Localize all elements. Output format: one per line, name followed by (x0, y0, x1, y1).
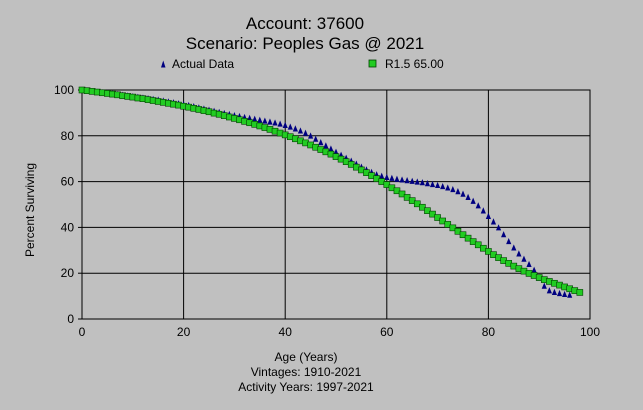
actual-data-point (292, 125, 298, 132)
actual-data-point (511, 244, 517, 251)
x-axis: 0 20 40 60 80 100 (79, 325, 601, 339)
actual-data-point (455, 188, 461, 195)
legend-label-actual-data: Actual Data (172, 57, 234, 71)
chart-subtitle: Scenario: Peoples Gas @ 2021 (186, 34, 424, 53)
r15-curve-point (429, 210, 436, 218)
series-r15-curve (78, 86, 584, 296)
r15-curve-point (474, 241, 482, 249)
y-tick-label: 0 (67, 312, 74, 326)
actual-data-point (389, 174, 395, 181)
r15-curve-point (459, 231, 467, 239)
y-axis: 0 20 40 60 80 100 (54, 83, 82, 326)
actual-data-point (521, 255, 527, 262)
actual-data-point (267, 118, 273, 125)
actual-data-point (551, 288, 558, 295)
actual-data-point (247, 114, 253, 121)
y-tick-label: 60 (61, 175, 75, 189)
actual-data-point (282, 121, 288, 129)
grid-lines (82, 90, 590, 319)
actual-data-point (252, 115, 258, 122)
actual-data-point (562, 290, 568, 298)
actual-data-point (429, 180, 436, 188)
actual-data-point (277, 120, 283, 127)
actual-data-point (516, 250, 522, 257)
actual-data-point (384, 173, 390, 181)
legend-label-r15-curve: R1.5 65.00 (385, 57, 444, 71)
x-tick-label: 80 (482, 325, 496, 339)
actual-data-point (435, 181, 441, 189)
series-actual-data (79, 86, 573, 298)
actual-data-point (531, 266, 537, 273)
x-tick-label: 0 (79, 325, 86, 339)
y-axis-label: Percent Surviving (23, 163, 37, 257)
actual-data-point (262, 117, 268, 124)
actual-data-point (399, 176, 405, 183)
actual-data-point (308, 132, 314, 139)
chart-title: Account: 37600 (246, 14, 364, 33)
actual-data-point (495, 224, 502, 231)
actual-data-point (541, 282, 547, 289)
x-tick-label: 100 (580, 325, 600, 339)
y-tick-label: 20 (61, 266, 75, 280)
note-activity-years: Activity Years: 1997-2021 (238, 380, 374, 394)
x-axis-label: Age (Years) (275, 350, 338, 364)
actual-data-point (287, 123, 293, 130)
actual-data-point (424, 180, 431, 187)
actual-data-point (404, 177, 410, 184)
r15-curve-point (454, 227, 462, 235)
actual-data-point (460, 190, 466, 197)
actual-data-point (526, 260, 532, 268)
actual-data-point (506, 237, 512, 245)
legend-marker-actual-data (161, 60, 166, 68)
r15-curve-point (398, 190, 406, 198)
actual-data-point (490, 218, 497, 225)
actual-data-point (323, 142, 329, 149)
note-vintages: Vintages: 1910-2021 (251, 365, 362, 379)
r15-curve-point (576, 289, 584, 296)
actual-data-point (333, 148, 339, 155)
actual-data-point (328, 145, 334, 152)
r15-curve-point (434, 214, 441, 221)
r15-curve-point (464, 234, 472, 242)
actual-data-point (475, 202, 481, 209)
actual-data-point (470, 197, 476, 204)
actual-data-point (302, 129, 309, 136)
r15-curve-point (419, 203, 426, 211)
actual-data-point (546, 287, 552, 294)
actual-data-point (501, 231, 507, 238)
actual-data-point (297, 127, 304, 134)
actual-data-point (440, 182, 446, 190)
actual-data-point (445, 184, 451, 191)
x-tick-label: 60 (380, 325, 394, 339)
actual-data-point (480, 207, 486, 214)
actual-data-point (465, 193, 471, 200)
actual-data-point (394, 175, 400, 182)
legend-marker-r15-curve (368, 59, 377, 68)
y-tick-label: 40 (61, 220, 75, 234)
legend: Actual Data R1.5 65.00 (161, 57, 444, 71)
y-tick-label: 100 (54, 83, 74, 97)
actual-data-point (556, 289, 563, 297)
x-tick-label: 20 (177, 325, 191, 339)
r15-curve-point (424, 207, 431, 214)
plot-area (81, 89, 591, 320)
r15-curve-point (449, 224, 457, 232)
r15-curve-point (413, 200, 421, 208)
actual-data-point (313, 135, 319, 142)
x-tick-label: 40 (279, 325, 293, 339)
r15-curve-point (444, 221, 452, 228)
actual-data-point (485, 212, 491, 219)
actual-data-point (379, 172, 385, 179)
actual-data-point (257, 116, 263, 123)
actual-data-point (450, 185, 456, 193)
actual-data-point (272, 119, 278, 126)
r15-curve-point (439, 217, 446, 225)
actual-data-point (567, 291, 573, 298)
y-tick-label: 80 (61, 129, 75, 143)
actual-data-point (318, 139, 324, 146)
actual-data-point (419, 179, 425, 186)
actual-data-point (414, 178, 420, 185)
actual-data-point (409, 177, 415, 184)
